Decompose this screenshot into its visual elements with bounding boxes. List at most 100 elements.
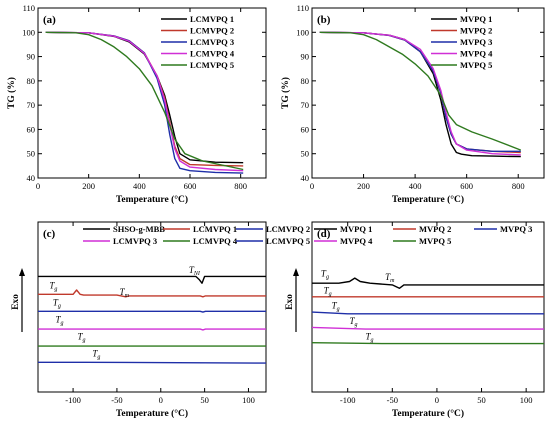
x-axis-label: Temperature (°C) — [392, 194, 464, 205]
legend-entry: LCMVPQ 4 — [193, 236, 238, 246]
series-line — [312, 326, 544, 330]
annotation-symbol: T — [332, 301, 338, 311]
annotation-subscript: m — [125, 293, 130, 299]
x-tick-label: 800 — [234, 181, 247, 191]
x-tick-label: -100 — [340, 395, 356, 405]
x-tick-label: 200 — [82, 181, 95, 191]
y-axis-label: TG (%) — [6, 77, 17, 109]
legend-entry: MVPQ 2 — [460, 26, 492, 36]
series-group — [38, 275, 266, 364]
annotation: Tm — [385, 272, 395, 284]
annotation-subscript: g — [54, 286, 57, 292]
annotation-symbol: T — [56, 314, 62, 324]
annotation: TNI — [189, 265, 201, 277]
legend-entry: MVPQ 2 — [419, 224, 451, 234]
legend-entry: LCMVPQ 3 — [113, 236, 157, 246]
y-tick-label: 40 — [27, 173, 36, 183]
annotation-subscript: g — [371, 337, 374, 343]
annotation-symbol: T — [77, 331, 83, 341]
y-tick-label: 90 — [27, 52, 36, 62]
y-tick-label: 70 — [27, 100, 36, 110]
x-tick-label: 50 — [477, 395, 486, 405]
legend-entry: MVPQ 4 — [340, 236, 373, 246]
x-tick-label: 50 — [200, 395, 209, 405]
x-tick-label: 0 — [310, 181, 314, 191]
series-line — [38, 361, 266, 364]
x-tick-label: -50 — [387, 395, 398, 405]
annotation-symbol: T — [324, 285, 330, 295]
y-axis-label: Exo — [11, 294, 21, 310]
x-tick-label: 100 — [242, 395, 255, 405]
x-tick-label: 0 — [435, 395, 439, 405]
x-axis-label: Temperature (°C) — [116, 194, 188, 205]
legend-entry: LCMVPQ 5 — [266, 236, 310, 246]
y-tick-label: 80 — [301, 76, 310, 86]
panel-label: (b) — [317, 14, 331, 26]
annotation-subscript: g — [337, 307, 340, 313]
panel-label: (d) — [317, 228, 331, 240]
series-group — [45, 31, 244, 174]
plot-frame — [311, 221, 545, 393]
series-group — [312, 277, 544, 345]
legend-entry: SHSO-g-MBB — [113, 224, 165, 234]
exo-arrow-head — [293, 268, 299, 276]
annotation-symbol: T — [53, 297, 59, 307]
legend-entry: LCMVPQ 5 — [190, 60, 234, 70]
x-axis-label: Temperature (°C) — [116, 408, 188, 419]
x-tick-label: 600 — [460, 181, 473, 191]
legend-entry: MVPQ 5 — [419, 236, 451, 246]
annotation-symbol: T — [92, 348, 98, 358]
y-axis-label: Exo — [285, 294, 295, 310]
exo-arrow-head — [19, 268, 25, 276]
series-line — [319, 31, 522, 151]
x-tick-label: 400 — [409, 181, 422, 191]
legend-entry: LCMVPQ 1 — [190, 14, 234, 24]
y-tick-label: 40 — [301, 173, 310, 183]
y-tick-label: 110 — [23, 3, 35, 13]
series-line — [38, 310, 266, 313]
y-tick-label: 100 — [296, 27, 309, 37]
legend-entry: LCMVPQ 2 — [266, 224, 310, 234]
annotation-subscript: g — [329, 291, 332, 297]
legend-entry: MVPQ 3 — [460, 37, 492, 47]
legend-entry: MVPQ 1 — [460, 14, 492, 24]
annotation: Tg — [332, 301, 340, 313]
y-axis-label: TG (%) — [280, 77, 291, 109]
legend-entry: LCMVPQ 3 — [190, 37, 234, 47]
series-line — [45, 31, 244, 172]
x-tick-label: -50 — [111, 395, 122, 405]
annotation-subscript: NI — [193, 271, 201, 277]
plot-frame — [37, 221, 267, 393]
legend-entry: LCMVPQ 2 — [190, 26, 234, 36]
panel-a: (a) 0 200 400 600 800 40 50 60 70 80 90 100 110 Temper… — [6, 3, 267, 205]
series-line — [312, 277, 544, 289]
y-tick-label: 60 — [301, 124, 310, 134]
panel-label: (c) — [43, 228, 56, 240]
panel-b: (b) 0 200 400 600 800 40 50 60 70 80 90 100 110 Temper… — [280, 3, 545, 205]
series-line — [38, 289, 266, 298]
annotation-subscript: g — [354, 322, 357, 328]
legend-entry: LCMVPQ 1 — [193, 224, 237, 234]
annotation-symbol: T — [189, 265, 195, 275]
annotation: Tm — [120, 287, 130, 299]
y-tick-label: 50 — [27, 149, 36, 159]
annotation: Tg — [366, 331, 374, 343]
x-tick-label: 100 — [520, 395, 533, 405]
annotation: Tg — [53, 297, 61, 309]
y-tick-label: 50 — [301, 149, 310, 159]
series-line — [319, 31, 521, 156]
annotation: Tg — [49, 280, 57, 292]
legend-entry: MVPQ 4 — [460, 49, 493, 59]
annotation-symbol: T — [49, 280, 55, 290]
annotation-symbol: T — [321, 268, 327, 278]
annotation-subscript: g — [61, 320, 64, 326]
y-tick-label: 110 — [297, 3, 309, 13]
annotation-subscript: m — [390, 278, 395, 284]
y-tick-label: 60 — [27, 124, 36, 134]
series-line — [312, 342, 544, 345]
x-tick-label: 0 — [159, 395, 163, 405]
x-tick-label: 400 — [133, 181, 146, 191]
panel-c: (c) -100 -50 0 50 100 Temperature (°C) Exo SHSO-… — [11, 221, 310, 419]
x-tick-label: 800 — [512, 181, 525, 191]
